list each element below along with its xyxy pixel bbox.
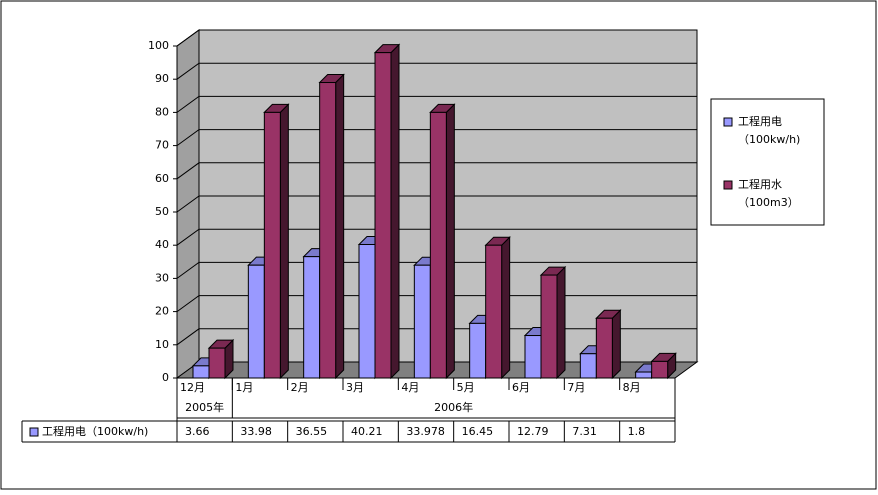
bar-side <box>335 73 345 380</box>
grid-line <box>176 62 697 80</box>
x-tick-label: 2月 <box>291 381 309 394</box>
y-tick-label: 0 <box>162 371 169 384</box>
group-label: 2005年 <box>185 400 224 414</box>
bar <box>319 82 337 379</box>
legend-swatch <box>723 180 733 190</box>
grid-line <box>176 129 697 147</box>
y-tick-label: 70 <box>155 139 169 152</box>
bar <box>469 322 487 379</box>
grid-line <box>176 29 697 47</box>
grid-line <box>176 195 697 213</box>
bar <box>192 365 210 379</box>
x-tick-label: 5月 <box>457 381 475 394</box>
table-value: 16.45 <box>462 425 494 438</box>
bar <box>485 244 503 379</box>
bar <box>540 274 558 379</box>
y-tick-label: 30 <box>155 271 169 284</box>
table-value: 40.21 <box>351 425 383 438</box>
bar-side <box>390 43 400 380</box>
y-tick-label: 40 <box>155 238 169 251</box>
x-tick-label: 1月 <box>235 381 253 394</box>
table-value: 12.79 <box>517 425 549 438</box>
bar <box>524 335 542 379</box>
y-tick-label: 20 <box>155 305 169 318</box>
bar <box>429 111 447 379</box>
bar-side <box>556 265 566 380</box>
bar <box>413 264 431 379</box>
y-tick-label: 10 <box>155 338 169 351</box>
y-tick-label: 100 <box>148 39 169 52</box>
table-value: 1.8 <box>628 425 646 438</box>
bar <box>303 256 321 379</box>
legend-swatch <box>723 117 733 127</box>
x-tick-label: 4月 <box>401 381 419 394</box>
y-tick-label: 80 <box>155 105 169 118</box>
grid-line <box>176 261 697 279</box>
x-tick-label: 12月 <box>180 381 205 394</box>
bar <box>358 244 376 379</box>
table-value: 36.55 <box>296 425 328 438</box>
bar <box>635 371 653 379</box>
bar <box>208 347 226 379</box>
legend-label: 工程用电（100kw/h) <box>738 115 800 146</box>
table-row-label: 工程用电（100kw/h) <box>42 425 148 438</box>
table-value: 3.66 <box>185 425 210 438</box>
table-value: 33.978 <box>406 425 445 438</box>
y-tick-label: 90 <box>155 72 169 85</box>
bar <box>247 264 265 379</box>
bar <box>579 353 597 379</box>
grid-line <box>176 95 697 113</box>
table-value: 33.98 <box>240 425 271 438</box>
bar <box>651 360 669 379</box>
grid-line <box>176 295 697 313</box>
group-label: 2006年 <box>434 400 473 414</box>
x-tick-label: 3月 <box>346 381 364 394</box>
bar <box>263 111 281 379</box>
table-swatch <box>29 427 39 437</box>
grid-line <box>176 328 697 346</box>
x-tick-label: 7月 <box>567 381 585 394</box>
table-value: 7.31 <box>572 425 597 438</box>
x-tick-label: 8月 <box>623 381 641 394</box>
grid-line <box>176 162 697 180</box>
bar-side <box>445 103 455 380</box>
bar <box>595 317 613 379</box>
bar <box>374 52 392 379</box>
y-tick-label: 50 <box>155 205 169 218</box>
bar-side <box>501 235 511 380</box>
legend-label: 工程用水（100m3） <box>738 178 799 209</box>
y-tick-label: 60 <box>155 172 169 185</box>
bar-side <box>279 103 289 380</box>
bar-side <box>611 309 621 380</box>
x-tick-label: 6月 <box>512 381 530 394</box>
grid-line <box>176 228 697 246</box>
